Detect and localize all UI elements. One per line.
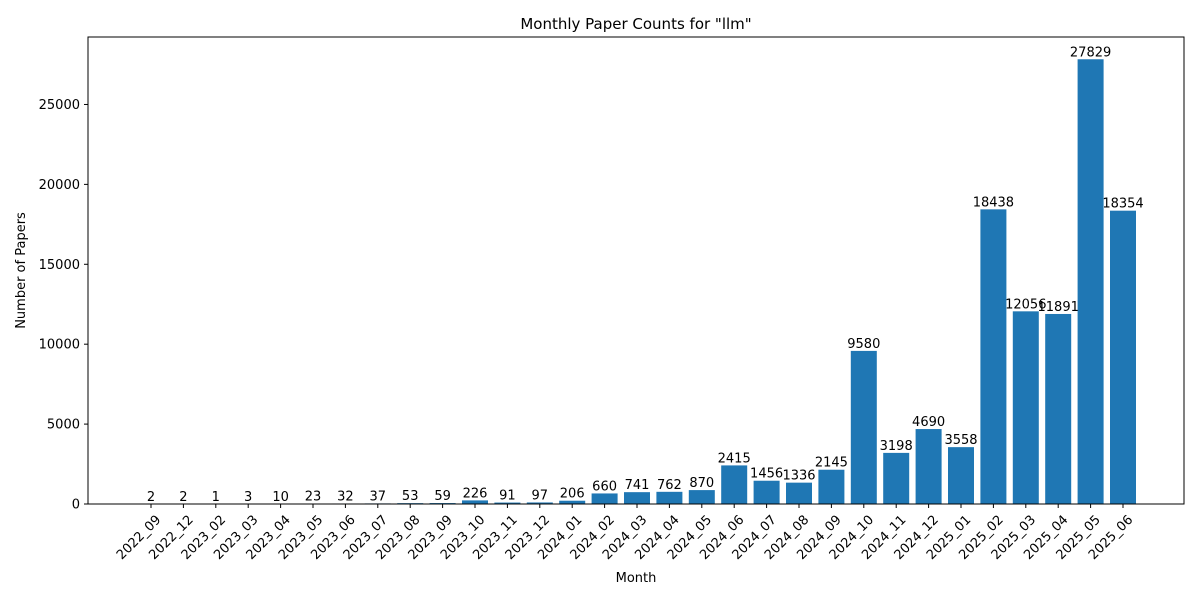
bar-value-label: 226: [463, 486, 488, 501]
bar-value-label: 4690: [912, 415, 945, 430]
bar-value-label: 660: [592, 479, 617, 494]
bar-value-label: 91: [499, 489, 516, 504]
plot-frame: [87, 36, 1185, 505]
bar-2024_04: [656, 491, 683, 504]
bar-value-label: 1: [212, 490, 220, 505]
bar-2024_10: [850, 350, 877, 504]
y-axis-ticks: 0 5000 10000 15000 20000 25000: [39, 98, 88, 513]
bar-value-label: 870: [689, 476, 714, 491]
bar-2023_12: [526, 502, 553, 504]
bar-value-label: 59: [434, 489, 451, 504]
bar-value-label: 1336: [782, 469, 815, 484]
bar-value-label: 32: [337, 489, 354, 504]
bar-2024_11: [883, 452, 910, 504]
bar-2024_12: [915, 429, 942, 504]
y-axis-label: Number of Papers: [14, 212, 29, 329]
bar-2023_11: [494, 502, 521, 504]
bar-2024_02: [591, 493, 618, 504]
bar-value-label: 9580: [847, 337, 880, 352]
y-tick-label: 20000: [39, 178, 80, 193]
bar-2025_01: [948, 447, 974, 504]
y-tick-label: 10000: [39, 338, 80, 353]
bar-value-label: 2: [179, 490, 187, 505]
bar-value-label: 53: [402, 489, 419, 504]
bar-value-label: 206: [560, 487, 585, 502]
bar-2024_09: [818, 469, 845, 504]
bar-value-label: 2145: [815, 456, 848, 471]
bar-labels-group: 2 2 1 3 10 23 32 37 53 59 226 91 97 206 660 741 762 870 24…: [147, 45, 1144, 505]
bar-value-label: 18438: [973, 195, 1014, 210]
chart-title: Monthly Paper Counts for "llm": [520, 15, 751, 33]
x-axis-ticks: 2022_092022_122023_022023_032023_042023_…: [114, 504, 1136, 563]
bar-2023_10: [462, 500, 488, 504]
bar-2024_06: [721, 465, 748, 504]
bar-value-label: 3198: [880, 439, 913, 454]
bar-value-label: 18354: [1102, 197, 1143, 212]
bar-value-label: 10: [272, 490, 289, 505]
bars-group: [138, 59, 1136, 504]
bar-value-label: 23: [305, 490, 322, 505]
x-axis-label: Month: [616, 571, 657, 586]
bar-2024_01: [559, 500, 586, 504]
bar-value-label: 2: [147, 490, 155, 505]
bar-2024_08: [786, 482, 812, 504]
bar-2025_03: [1012, 311, 1039, 504]
bar-2024_03: [624, 492, 650, 504]
bar-value-label: 3: [244, 490, 252, 505]
bar-value-label: 12056: [1005, 297, 1046, 312]
bar-value-label: 11891: [1038, 300, 1079, 315]
bar-2025_02: [980, 209, 1007, 504]
bar-2025_04: [1045, 313, 1072, 504]
bar-value-label: 37: [370, 489, 387, 504]
bar-value-label: 2415: [718, 451, 751, 466]
bar-2024_07: [753, 480, 780, 504]
bar-value-label: 741: [625, 478, 650, 493]
bar-value-label: 27829: [1070, 45, 1111, 60]
bar-value-label: 762: [657, 478, 682, 493]
bar-value-label: 1456: [750, 467, 783, 482]
bar-2024_05: [688, 490, 715, 504]
bar-2025_05: [1077, 59, 1104, 504]
bar-2025_06: [1110, 210, 1136, 504]
y-tick-label: 0: [72, 498, 80, 513]
y-tick-label: 5000: [47, 418, 80, 433]
y-tick-label: 15000: [39, 258, 80, 273]
bar-value-label: 3558: [944, 433, 977, 448]
y-tick-label: 25000: [39, 98, 80, 113]
bar-value-label: 97: [532, 488, 549, 503]
